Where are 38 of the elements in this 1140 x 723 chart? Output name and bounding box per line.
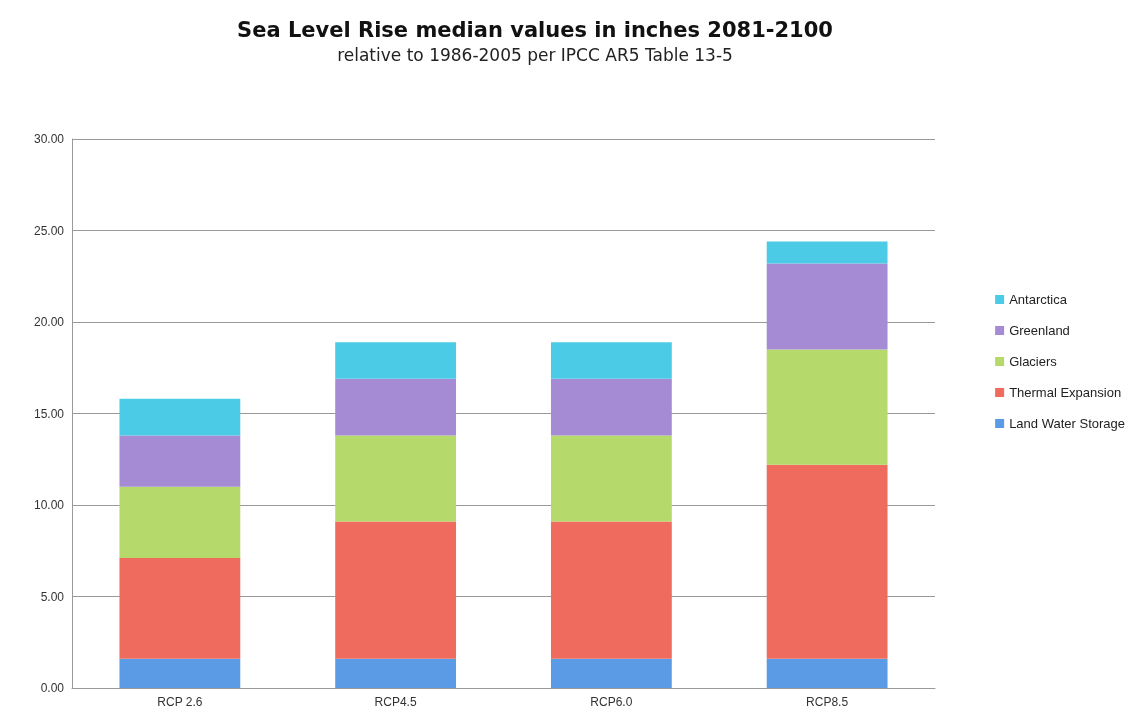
- bar: [550, 378, 672, 436]
- y-tick-label: 10.00: [33, 498, 65, 512]
- x-tick-label: RCP 2.6: [157, 695, 203, 709]
- bar: [119, 658, 241, 688]
- bar: [766, 658, 888, 688]
- bar: [119, 558, 241, 659]
- y-tick-label: 30.00: [33, 132, 65, 146]
- bar: [766, 464, 888, 659]
- bar: [119, 398, 241, 436]
- bar: [335, 378, 457, 436]
- bar: [119, 435, 241, 487]
- bar: [550, 521, 672, 659]
- x-tick-label: RCP6.0: [590, 695, 633, 709]
- y-tick-label: 20.00: [33, 315, 65, 329]
- bar: [335, 521, 457, 659]
- bar: [766, 241, 888, 264]
- legend-label: Antarctica: [1009, 292, 1068, 307]
- y-tick-label: 0.00: [40, 681, 65, 695]
- bar: [335, 658, 457, 688]
- bar: [550, 435, 672, 522]
- legend-label: Glaciers: [1009, 354, 1058, 369]
- bar: [550, 342, 672, 379]
- x-tick-label: RCP4.5: [374, 695, 417, 709]
- y-tick-label: 25.00: [33, 223, 65, 238]
- x-tick-label: RCP8.5: [806, 695, 849, 709]
- bar: [550, 658, 672, 688]
- bar: [335, 435, 457, 522]
- chart-title: Sea Level Rise median values in inches 2081-2100: [237, 17, 833, 42]
- bar: [119, 486, 241, 559]
- legend-label: Land Water Storage: [1009, 416, 1126, 431]
- chart-subtitle: relative to 1986-2005 per IPCC AR5 Table 13-5: [337, 44, 733, 65]
- bar: [766, 263, 888, 350]
- bar: [766, 349, 888, 465]
- y-tick-label: 15.00: [33, 406, 65, 421]
- bar: [335, 342, 457, 379]
- legend-label: Greenland: [1009, 323, 1070, 338]
- legend-label: Thermal Expansion: [1009, 385, 1122, 400]
- y-tick-label: 5.00: [40, 589, 65, 604]
